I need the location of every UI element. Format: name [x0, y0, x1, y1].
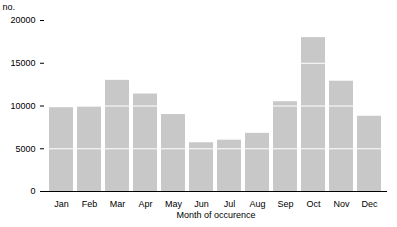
- svg-text:Month of occurence: Month of occurence: [176, 210, 255, 220]
- svg-text:0: 0: [30, 186, 35, 196]
- svg-text:Jul: Jul: [224, 199, 236, 209]
- svg-text:Dec: Dec: [361, 199, 378, 209]
- svg-text:Sep: Sep: [277, 199, 293, 209]
- svg-text:5000: 5000: [15, 144, 35, 154]
- svg-text:May: May: [165, 199, 183, 209]
- svg-text:10000: 10000: [10, 101, 35, 111]
- svg-text:no.: no.: [3, 2, 16, 12]
- svg-text:Mar: Mar: [110, 199, 126, 209]
- svg-text:Jan: Jan: [54, 199, 69, 209]
- svg-text:15000: 15000: [10, 58, 35, 68]
- svg-text:Nov: Nov: [333, 199, 350, 209]
- svg-text:Jun: Jun: [194, 199, 209, 209]
- svg-text:Feb: Feb: [82, 199, 98, 209]
- svg-text:Aug: Aug: [249, 199, 265, 209]
- svg-text:Apr: Apr: [138, 199, 152, 209]
- svg-text:20000: 20000: [10, 15, 35, 25]
- svg-text:Oct: Oct: [306, 199, 321, 209]
